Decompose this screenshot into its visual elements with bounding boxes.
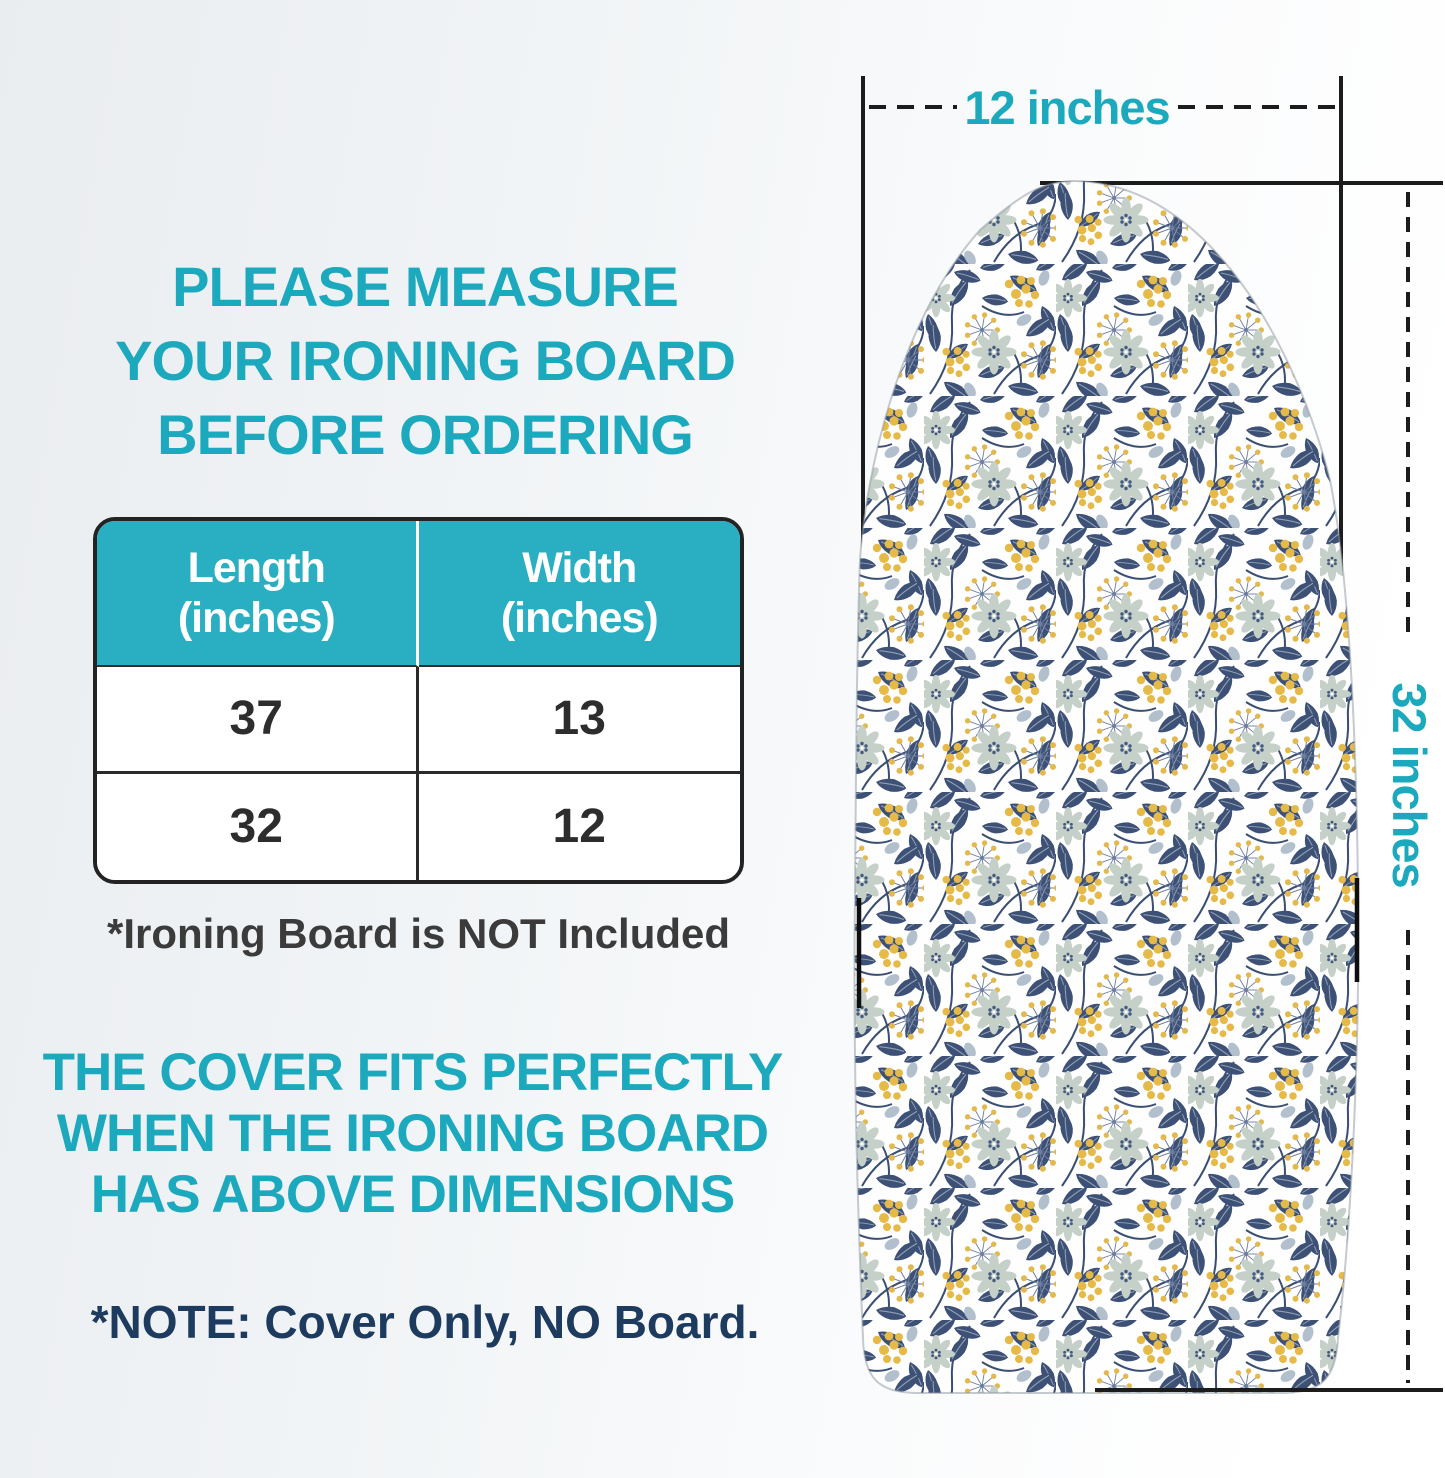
heading-line-3: BEFORE ORDERING bbox=[157, 403, 694, 466]
size-table: Length (inches) Width (inches) 37 13 32 … bbox=[93, 517, 744, 884]
fit-line-2: WHEN THE IRONING BOARD bbox=[56, 1104, 769, 1163]
board-not-included-note: *Ironing Board is NOT Included bbox=[106, 910, 731, 957]
fit-line-3: HAS ABOVE DIMENSIONS bbox=[90, 1165, 736, 1224]
header-length-title: Length bbox=[187, 544, 326, 592]
fit-statement: THE COVER FITS PERFECTLY WHEN THE IRONIN… bbox=[25, 1042, 800, 1225]
measure-heading: PLEASE MEASURE YOUR IRONING BOARD BEFORE… bbox=[50, 250, 800, 472]
ironing-board-cover bbox=[853, 179, 1360, 1394]
heading-line-2: YOUR IRONING BOARD bbox=[115, 329, 736, 392]
header-width-title: Width bbox=[522, 544, 637, 592]
width-dimension-label: 12 inches bbox=[964, 81, 1169, 134]
table-cell-length-37: 37 bbox=[97, 667, 419, 774]
cover-only-note: *NOTE: Cover Only, NO Board. bbox=[90, 1296, 760, 1348]
length-dimension-label: 32 inches bbox=[1383, 682, 1436, 887]
fit-line-1: THE COVER FITS PERFECTLY bbox=[42, 1043, 784, 1102]
table-header-width: Width (inches) bbox=[418, 521, 740, 667]
table-cell-width-12: 12 bbox=[418, 773, 740, 880]
table-header-length: Length (inches) bbox=[97, 521, 419, 667]
header-width-unit: (inches) bbox=[500, 594, 659, 642]
heading-line-1: PLEASE MEASURE bbox=[172, 255, 679, 318]
table-cell-width-13: 13 bbox=[418, 667, 740, 774]
table-cell-length-32: 32 bbox=[97, 773, 419, 880]
header-length-unit: (inches) bbox=[177, 594, 336, 642]
